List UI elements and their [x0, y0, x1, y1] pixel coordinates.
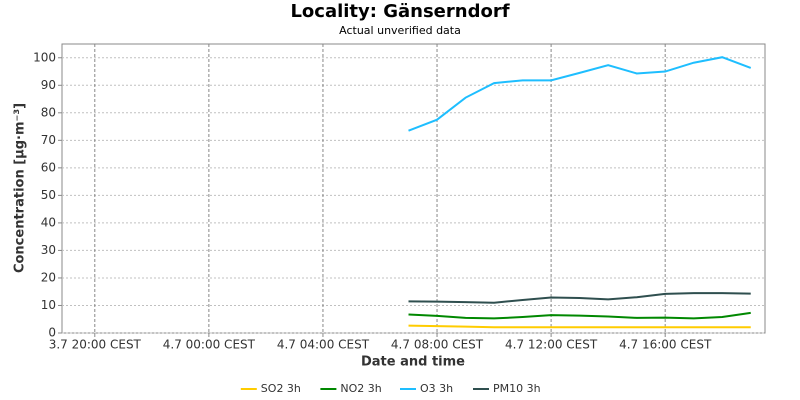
data-line	[408, 56, 752, 132]
data-line	[408, 324, 751, 329]
y-tick-label: 30	[41, 243, 56, 257]
legend-label: NO2 3h	[340, 382, 381, 395]
x-tick-label: 4.7 16:00 CEST	[619, 338, 712, 352]
y-tick-label: 10	[41, 298, 56, 312]
plot-area	[61, 43, 766, 334]
x-tick-label: 4.7 08:00 CEST	[391, 338, 484, 352]
y-axis-label: Concentration [µg·m⁻³]	[13, 103, 28, 273]
x-tick-label: 4.7 04:00 CEST	[277, 338, 370, 352]
x-axis-label: Date and time	[361, 355, 465, 370]
chart-title: Locality: Gänserndorf	[290, 1, 509, 22]
legend-label: PM10 3h	[493, 382, 541, 395]
y-tick-label: 20	[41, 270, 56, 284]
x-tick-label: 4.7 12:00 CEST	[505, 338, 598, 352]
x-tick-label: 3.7 20:00 CEST	[49, 338, 142, 352]
data-line	[408, 311, 751, 320]
x-tick-label: 4.7 00:00 CEST	[163, 338, 256, 352]
y-tick-label: 0	[48, 326, 56, 340]
y-tick-label: 60	[41, 160, 56, 174]
y-tick-label: 100	[33, 50, 56, 64]
y-tick-label: 40	[41, 215, 56, 229]
legend-label: SO2 3h	[261, 382, 301, 395]
y-tick-label: 50	[41, 188, 56, 202]
y-tick-label: 80	[41, 105, 56, 119]
chart-subtitle: Actual unverified data	[339, 24, 461, 37]
legend-label: O3 3h	[420, 382, 453, 395]
y-tick-label: 90	[41, 78, 56, 92]
y-tick-label: 70	[41, 133, 56, 147]
data-line	[408, 292, 751, 304]
